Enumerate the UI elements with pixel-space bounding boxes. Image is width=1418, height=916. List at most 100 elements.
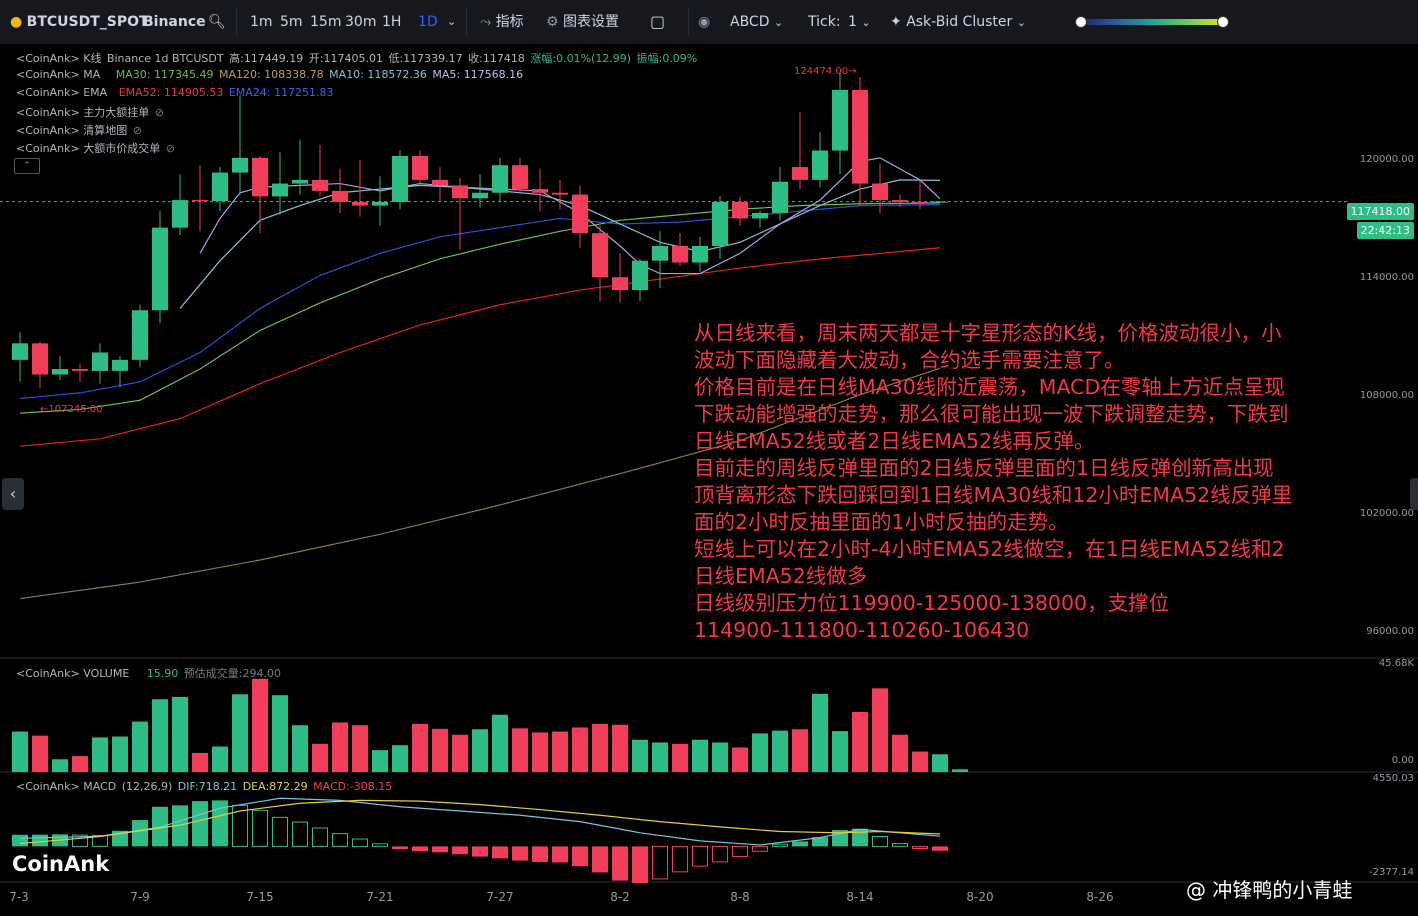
ema52-line	[19, 247, 941, 447]
candle-body	[272, 183, 288, 197]
legend-macd: <CoinAnk> MACD (12,26,9) DIF:718.21 DEA:…	[16, 780, 394, 793]
scroll-left-button[interactable]: ‹	[2, 478, 24, 510]
volume-bar	[252, 678, 268, 772]
eye-off-icon[interactable]: ⊘	[165, 142, 175, 155]
x-axis-label: 7-27	[486, 890, 514, 904]
candle-body	[252, 157, 268, 197]
slider-handle-right[interactable]	[1217, 16, 1229, 28]
heatmap-range-slider[interactable]	[1080, 19, 1226, 25]
candle-body	[872, 183, 888, 201]
slider-handle-left[interactable]	[1075, 16, 1087, 28]
candle-body	[312, 179, 328, 191]
volume-bar	[172, 697, 188, 772]
volume-bar	[512, 728, 528, 772]
macd-histogram-bar	[852, 828, 868, 847]
legend-ma10: MA10: 118572.36	[329, 68, 427, 81]
ma30-line	[19, 202, 941, 414]
volume-bar	[812, 693, 828, 772]
symbol-label: BTCUSDT_SPOT	[26, 14, 149, 30]
indicators-button[interactable]: ⤳ 指标	[480, 0, 524, 44]
legend-volume-est: 预估成交量:294.00	[183, 667, 282, 680]
macd-histogram-bar	[492, 846, 508, 859]
analysis-note-line: 顶背离形态下跌回踩回到1日线MA30线和12小时EMA52线反弹里	[694, 483, 1293, 507]
timeframe-1h[interactable]: 1H	[382, 14, 402, 30]
exchange-label[interactable]: Binance	[143, 14, 206, 30]
timeframe-1d[interactable]: 1D	[418, 14, 438, 30]
fullscreen-icon[interactable]: ▢	[650, 12, 666, 31]
candle-body	[132, 310, 148, 360]
chart-area[interactable]: <CoinAnk> K线 Binance 1d BTCUSDT 高:117449…	[0, 44, 1418, 916]
x-axis-label: 7-9	[130, 890, 150, 904]
macd-histogram-bar	[212, 800, 228, 847]
eye-off-icon[interactable]: ⊘	[132, 124, 142, 137]
legend-large-trades[interactable]: <CoinAnk> 大额市价成交单 ⊘	[16, 140, 177, 156]
legend-macd-prefix: <CoinAnk> MACD	[16, 780, 117, 793]
ma5-line	[199, 157, 941, 275]
cluster-icon: ✦	[890, 14, 902, 30]
coinank-logo: CoinAnk	[12, 852, 110, 876]
eye-off-icon[interactable]: ⊘	[154, 106, 164, 119]
candle-body	[152, 227, 168, 311]
chart-settings-button[interactable]: ⚙ 图表设置	[546, 0, 619, 44]
current-price-tag: 117418.00	[1346, 203, 1414, 220]
legend-macd-dif: DIF:718.21	[177, 780, 238, 793]
toolbar-divider	[688, 8, 689, 36]
candle-body	[12, 343, 28, 360]
volume-bar	[112, 736, 128, 772]
candle-body	[632, 260, 648, 291]
candle-body	[792, 167, 808, 180]
timeframe-5m[interactable]: 5m	[280, 14, 303, 30]
x-axis-label: 7-15	[246, 890, 274, 904]
abcd-label: ABCD	[730, 14, 770, 30]
collapse-legend-button[interactable]: ⌃	[14, 158, 40, 174]
cluster-label: Ask-Bid Cluster	[906, 14, 1013, 30]
volume-bar	[12, 731, 28, 772]
candle-body	[32, 343, 48, 375]
scroll-right-button[interactable]: ›	[1410, 478, 1418, 510]
analysis-note-line: 短线上可以在2小时-4小时EMA52线做空，在1日线EMA52线和2	[694, 537, 1285, 561]
high-marker: 124474.00→	[794, 66, 857, 77]
volume-bar	[772, 730, 788, 772]
volume-bar	[572, 727, 588, 772]
indicators-label: 指标	[495, 14, 524, 30]
candle-body	[612, 277, 628, 291]
volume-bar	[392, 745, 408, 772]
toolbar-divider	[466, 8, 467, 36]
legend-ma5: MA5: 117568.16	[432, 68, 524, 81]
macd-histogram-bar	[652, 845, 668, 880]
cluster-selector[interactable]: ✦ Ask-Bid Cluster ⌄	[890, 0, 1026, 44]
chevron-down-icon: ⌄	[861, 16, 871, 29]
legend-large-orders[interactable]: <CoinAnk> 主力大额挂单 ⊘	[16, 104, 166, 120]
legend-liquidation-map[interactable]: <CoinAnk> 清算地图 ⊘	[16, 122, 144, 138]
tick-value: 1	[848, 14, 857, 30]
volume-bar	[552, 731, 568, 772]
gear-icon: ⚙	[546, 14, 559, 30]
macd-histogram-bar	[672, 845, 688, 873]
candle-body	[732, 201, 748, 219]
timeframe-30m[interactable]: 30m	[345, 14, 377, 30]
search-icon[interactable]: 🔍︎	[208, 14, 226, 30]
eye-icon[interactable]: ◉	[698, 14, 711, 30]
legend-ma: <CoinAnk> MA MA30: 117345.49 MA120: 1083…	[16, 68, 525, 81]
macd-histogram-bar	[32, 834, 48, 847]
macd-histogram-bar	[892, 843, 908, 847]
timeframe-15m[interactable]: 15m	[310, 14, 342, 30]
tick-selector[interactable]: 1 ⌄	[848, 0, 871, 44]
chevron-down-icon[interactable]: ⌄	[447, 15, 457, 28]
candle-body	[432, 179, 448, 186]
volume-bar	[632, 739, 648, 772]
abcd-selector[interactable]: ABCD ⌄	[730, 0, 783, 44]
price-axis-label: 108000.00	[1359, 390, 1414, 401]
low-marker: ←107245.00	[40, 404, 103, 415]
analysis-note-line: 波动下面隐藏着大波动，合约选手需要注意了。	[694, 348, 1125, 372]
chart-canvas[interactable]	[0, 44, 1418, 916]
timeframe-1m[interactable]: 1m	[250, 14, 273, 30]
candle-body	[772, 181, 788, 213]
macd-histogram-bar	[392, 846, 408, 850]
volume-bar	[432, 728, 448, 772]
symbol-selector[interactable]: ● BTCUSDT_SPOT	[10, 14, 149, 30]
volume-bar	[452, 734, 468, 772]
volume-bar	[852, 712, 868, 772]
legend-kline-change: 涨幅:0.01%(12.99)	[530, 52, 632, 65]
candle-body	[392, 156, 408, 202]
